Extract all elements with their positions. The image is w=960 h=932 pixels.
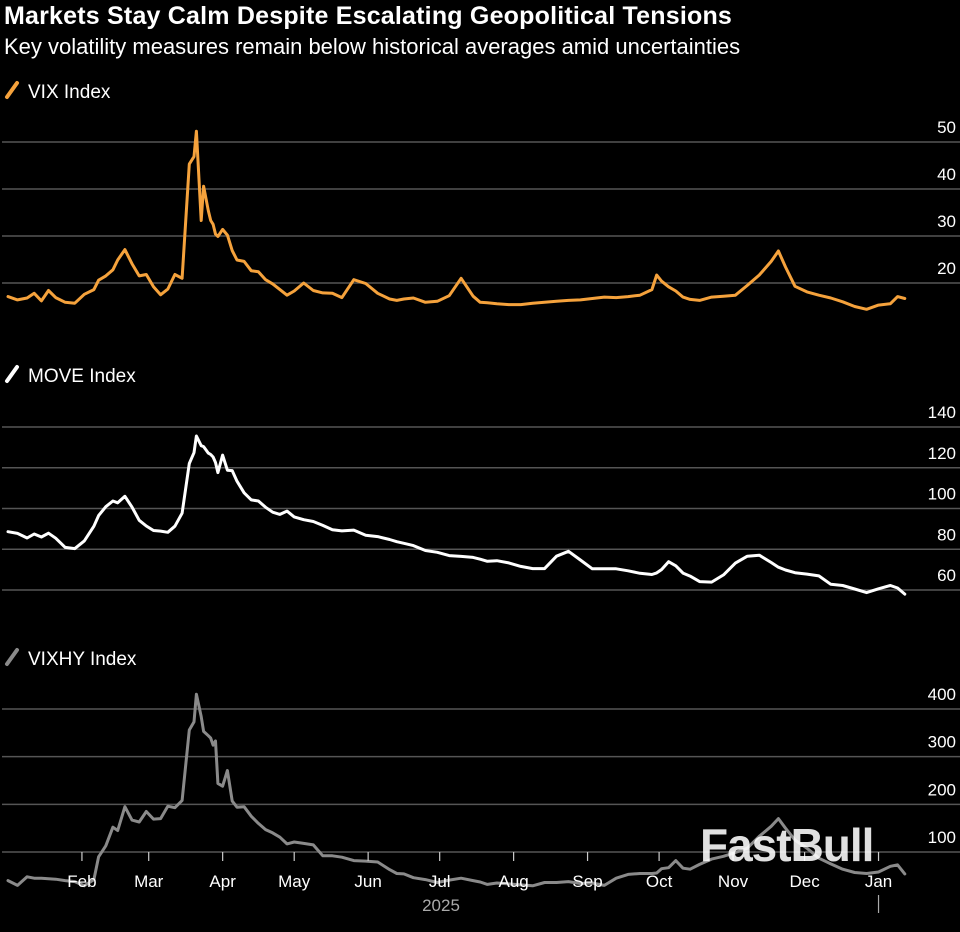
x-axis: Feb Mar Apr May Jun Jul Aug Sep Oct Nov Dec Jan 2025 <box>67 852 892 915</box>
vix-index-series-line <box>6 129 907 311</box>
x-axis-month-label: Jun <box>354 872 381 891</box>
vixhy-index-legend-label: VIXHY Index <box>28 649 137 670</box>
x-axis-month-label: Mar <box>134 872 164 891</box>
move-index-series-line <box>6 434 907 596</box>
move-index-panel: 60 80 100 120 140 MOVE Index <box>2 365 960 596</box>
move-index-tick-label: 100 <box>928 485 956 504</box>
move-index-legend-label: MOVE Index <box>28 366 136 387</box>
x-axis-month-label: Jul <box>429 872 451 891</box>
x-axis-month-label: May <box>278 872 311 891</box>
vix-index-tick-label: 20 <box>937 259 956 278</box>
x-axis-month-label: Oct <box>646 872 673 891</box>
move-index-legend-swatch <box>5 365 19 383</box>
move-index-tick-label: 60 <box>937 566 956 585</box>
move-index-tick-label: 120 <box>928 444 956 463</box>
vixhy-index-tick-label: 300 <box>928 733 956 752</box>
vix-index-legend-label: VIX Index <box>28 82 111 103</box>
x-axis-month-label: Nov <box>718 872 749 891</box>
x-axis-year-label: 2025 <box>422 896 460 915</box>
vix-index-tick-label: 40 <box>937 165 956 184</box>
vix-index-legend-swatch <box>5 81 19 99</box>
x-axis-month-label: Feb <box>67 872 96 891</box>
x-axis-month-label: Aug <box>498 872 528 891</box>
chart-subtitle: Key volatility measures remain below his… <box>4 34 741 59</box>
vix-index-panel: 20 30 40 50 VIX Index <box>2 81 960 311</box>
x-axis-month-label: Sep <box>572 872 602 891</box>
vixhy-index-tick-label: 100 <box>928 828 956 847</box>
move-index-tick-label: 80 <box>937 525 956 544</box>
fastbull-watermark: FastBull <box>700 819 874 871</box>
vixhy-index-legend-swatch <box>5 648 19 666</box>
vixhy-index-series-line <box>6 692 907 888</box>
x-axis-month-label: Dec <box>789 872 820 891</box>
vix-index-tick-label: 50 <box>937 118 956 137</box>
vixhy-index-tick-label: 200 <box>928 780 956 799</box>
vixhy-index-tick-label: 400 <box>928 685 956 704</box>
vixhy-index-panel: 100 200 300 400 VIXHY Index <box>2 648 960 888</box>
move-index-tick-label: 140 <box>928 403 956 422</box>
chart-title: Markets Stay Calm Despite Escalating Geo… <box>4 2 733 30</box>
x-axis-month-label: Apr <box>209 872 236 891</box>
vix-index-tick-label: 30 <box>937 212 956 231</box>
x-axis-month-label: Jan <box>865 872 892 891</box>
